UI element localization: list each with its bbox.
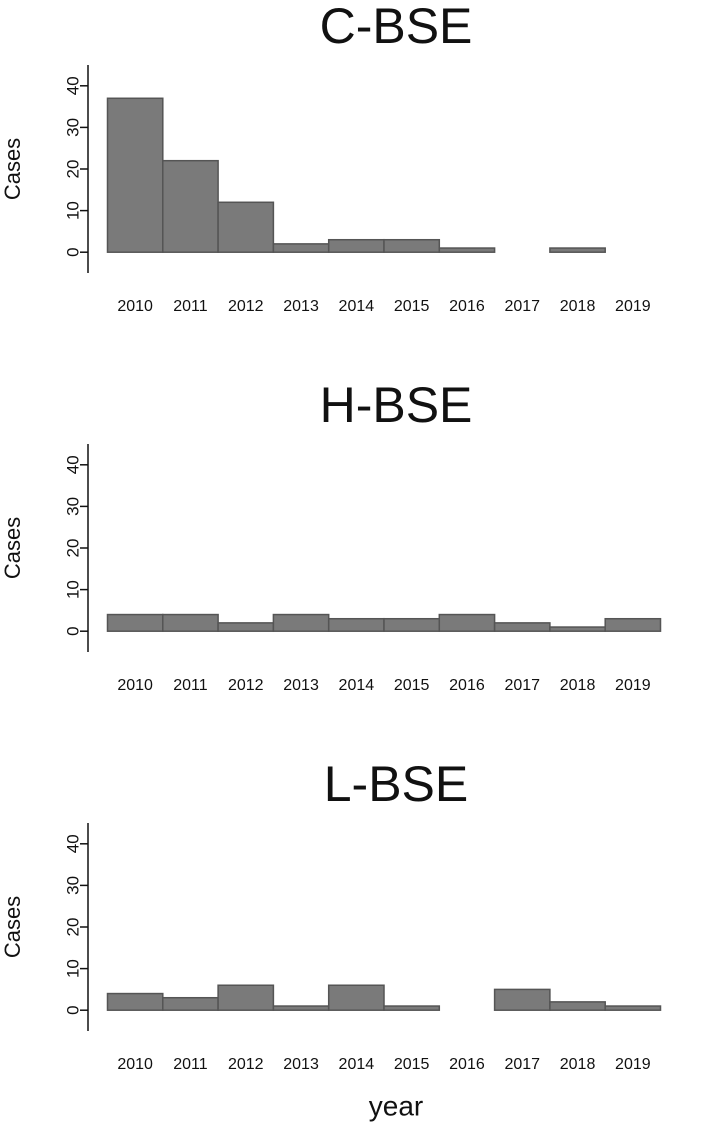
y-tick-label: 40: [63, 76, 82, 95]
x-tick-label: 2011: [173, 677, 208, 694]
bar: [272, 1005, 330, 1011]
y-axis-label: Cases: [0, 138, 25, 200]
bar: [106, 97, 164, 253]
bar: [549, 247, 606, 253]
bar: [106, 613, 164, 632]
bar: [549, 626, 606, 632]
chart-title: H-BSE: [320, 377, 473, 433]
y-tick-label: 30: [63, 118, 82, 137]
bar: [162, 996, 219, 1011]
x-tick-label: 2015: [394, 677, 430, 694]
x-tick-label: 2013: [283, 677, 319, 694]
y-tick-label: 10: [63, 201, 82, 220]
bar: [438, 247, 496, 253]
y-tick-label: 20: [63, 160, 82, 179]
x-tick-label: 2010: [117, 1056, 153, 1073]
x-tick-label: 2012: [228, 1056, 264, 1073]
y-tick-label: 20: [63, 918, 82, 937]
x-tick-label: 2017: [504, 677, 540, 694]
y-tick-label: 30: [63, 876, 82, 895]
bar: [162, 159, 219, 253]
bar: [217, 622, 275, 632]
x-tick-label: 2010: [117, 677, 153, 694]
bar: [217, 201, 275, 253]
x-tick-label: 2011: [173, 298, 208, 315]
x-tick-label: 2015: [394, 298, 430, 315]
bar: [162, 613, 219, 632]
y-axis-label: Cases: [0, 896, 25, 958]
x-tick-label: 2019: [615, 1056, 651, 1073]
bar: [493, 622, 551, 632]
y-tick-label: 0: [63, 1005, 82, 1014]
bar: [549, 1001, 606, 1011]
y-tick-label: 40: [63, 455, 82, 474]
bar: [438, 613, 496, 632]
bar: [604, 1005, 662, 1011]
y-tick-label: 0: [63, 626, 82, 635]
chart-title: C-BSE: [320, 0, 473, 54]
y-tick-label: 40: [63, 834, 82, 853]
x-tick-label: 2011: [173, 1056, 208, 1073]
bar: [272, 613, 330, 632]
x-tick-label: 2018: [560, 677, 596, 694]
bar: [383, 238, 441, 253]
chart-title: L-BSE: [324, 756, 469, 812]
bar: [327, 238, 385, 253]
bar: [272, 243, 330, 253]
bar: [604, 617, 662, 632]
x-axis-label: year: [369, 1090, 423, 1121]
x-tick-label: 2014: [339, 677, 375, 694]
y-axis-label: Cases: [0, 517, 25, 579]
x-tick-label: 2016: [449, 298, 485, 315]
bar: [383, 617, 441, 632]
x-tick-label: 2015: [394, 1056, 430, 1073]
x-tick-label: 2017: [504, 1056, 540, 1073]
x-tick-label: 2013: [283, 1056, 319, 1073]
bar: [493, 988, 551, 1011]
x-tick-label: 2013: [283, 298, 319, 315]
y-tick-label: 10: [63, 580, 82, 599]
bar: [217, 984, 275, 1011]
bar: [327, 617, 385, 632]
bar: [383, 1005, 441, 1011]
x-tick-label: 2019: [615, 677, 651, 694]
x-tick-label: 2016: [449, 1056, 485, 1073]
bar: [327, 984, 385, 1011]
x-tick-label: 2019: [615, 298, 651, 315]
x-tick-label: 2018: [560, 298, 596, 315]
y-tick-label: 20: [63, 539, 82, 558]
x-tick-label: 2018: [560, 1056, 596, 1073]
x-tick-label: 2014: [339, 1056, 375, 1073]
x-tick-label: 2012: [228, 677, 264, 694]
x-tick-label: 2012: [228, 298, 264, 315]
x-tick-label: 2010: [117, 298, 153, 315]
x-tick-label: 2014: [339, 298, 375, 315]
x-tick-label: 2017: [504, 298, 540, 315]
x-tick-label: 2016: [449, 677, 485, 694]
bar: [106, 992, 164, 1011]
y-tick-label: 0: [63, 247, 82, 256]
y-tick-label: 30: [63, 497, 82, 516]
y-tick-label: 10: [63, 959, 82, 978]
